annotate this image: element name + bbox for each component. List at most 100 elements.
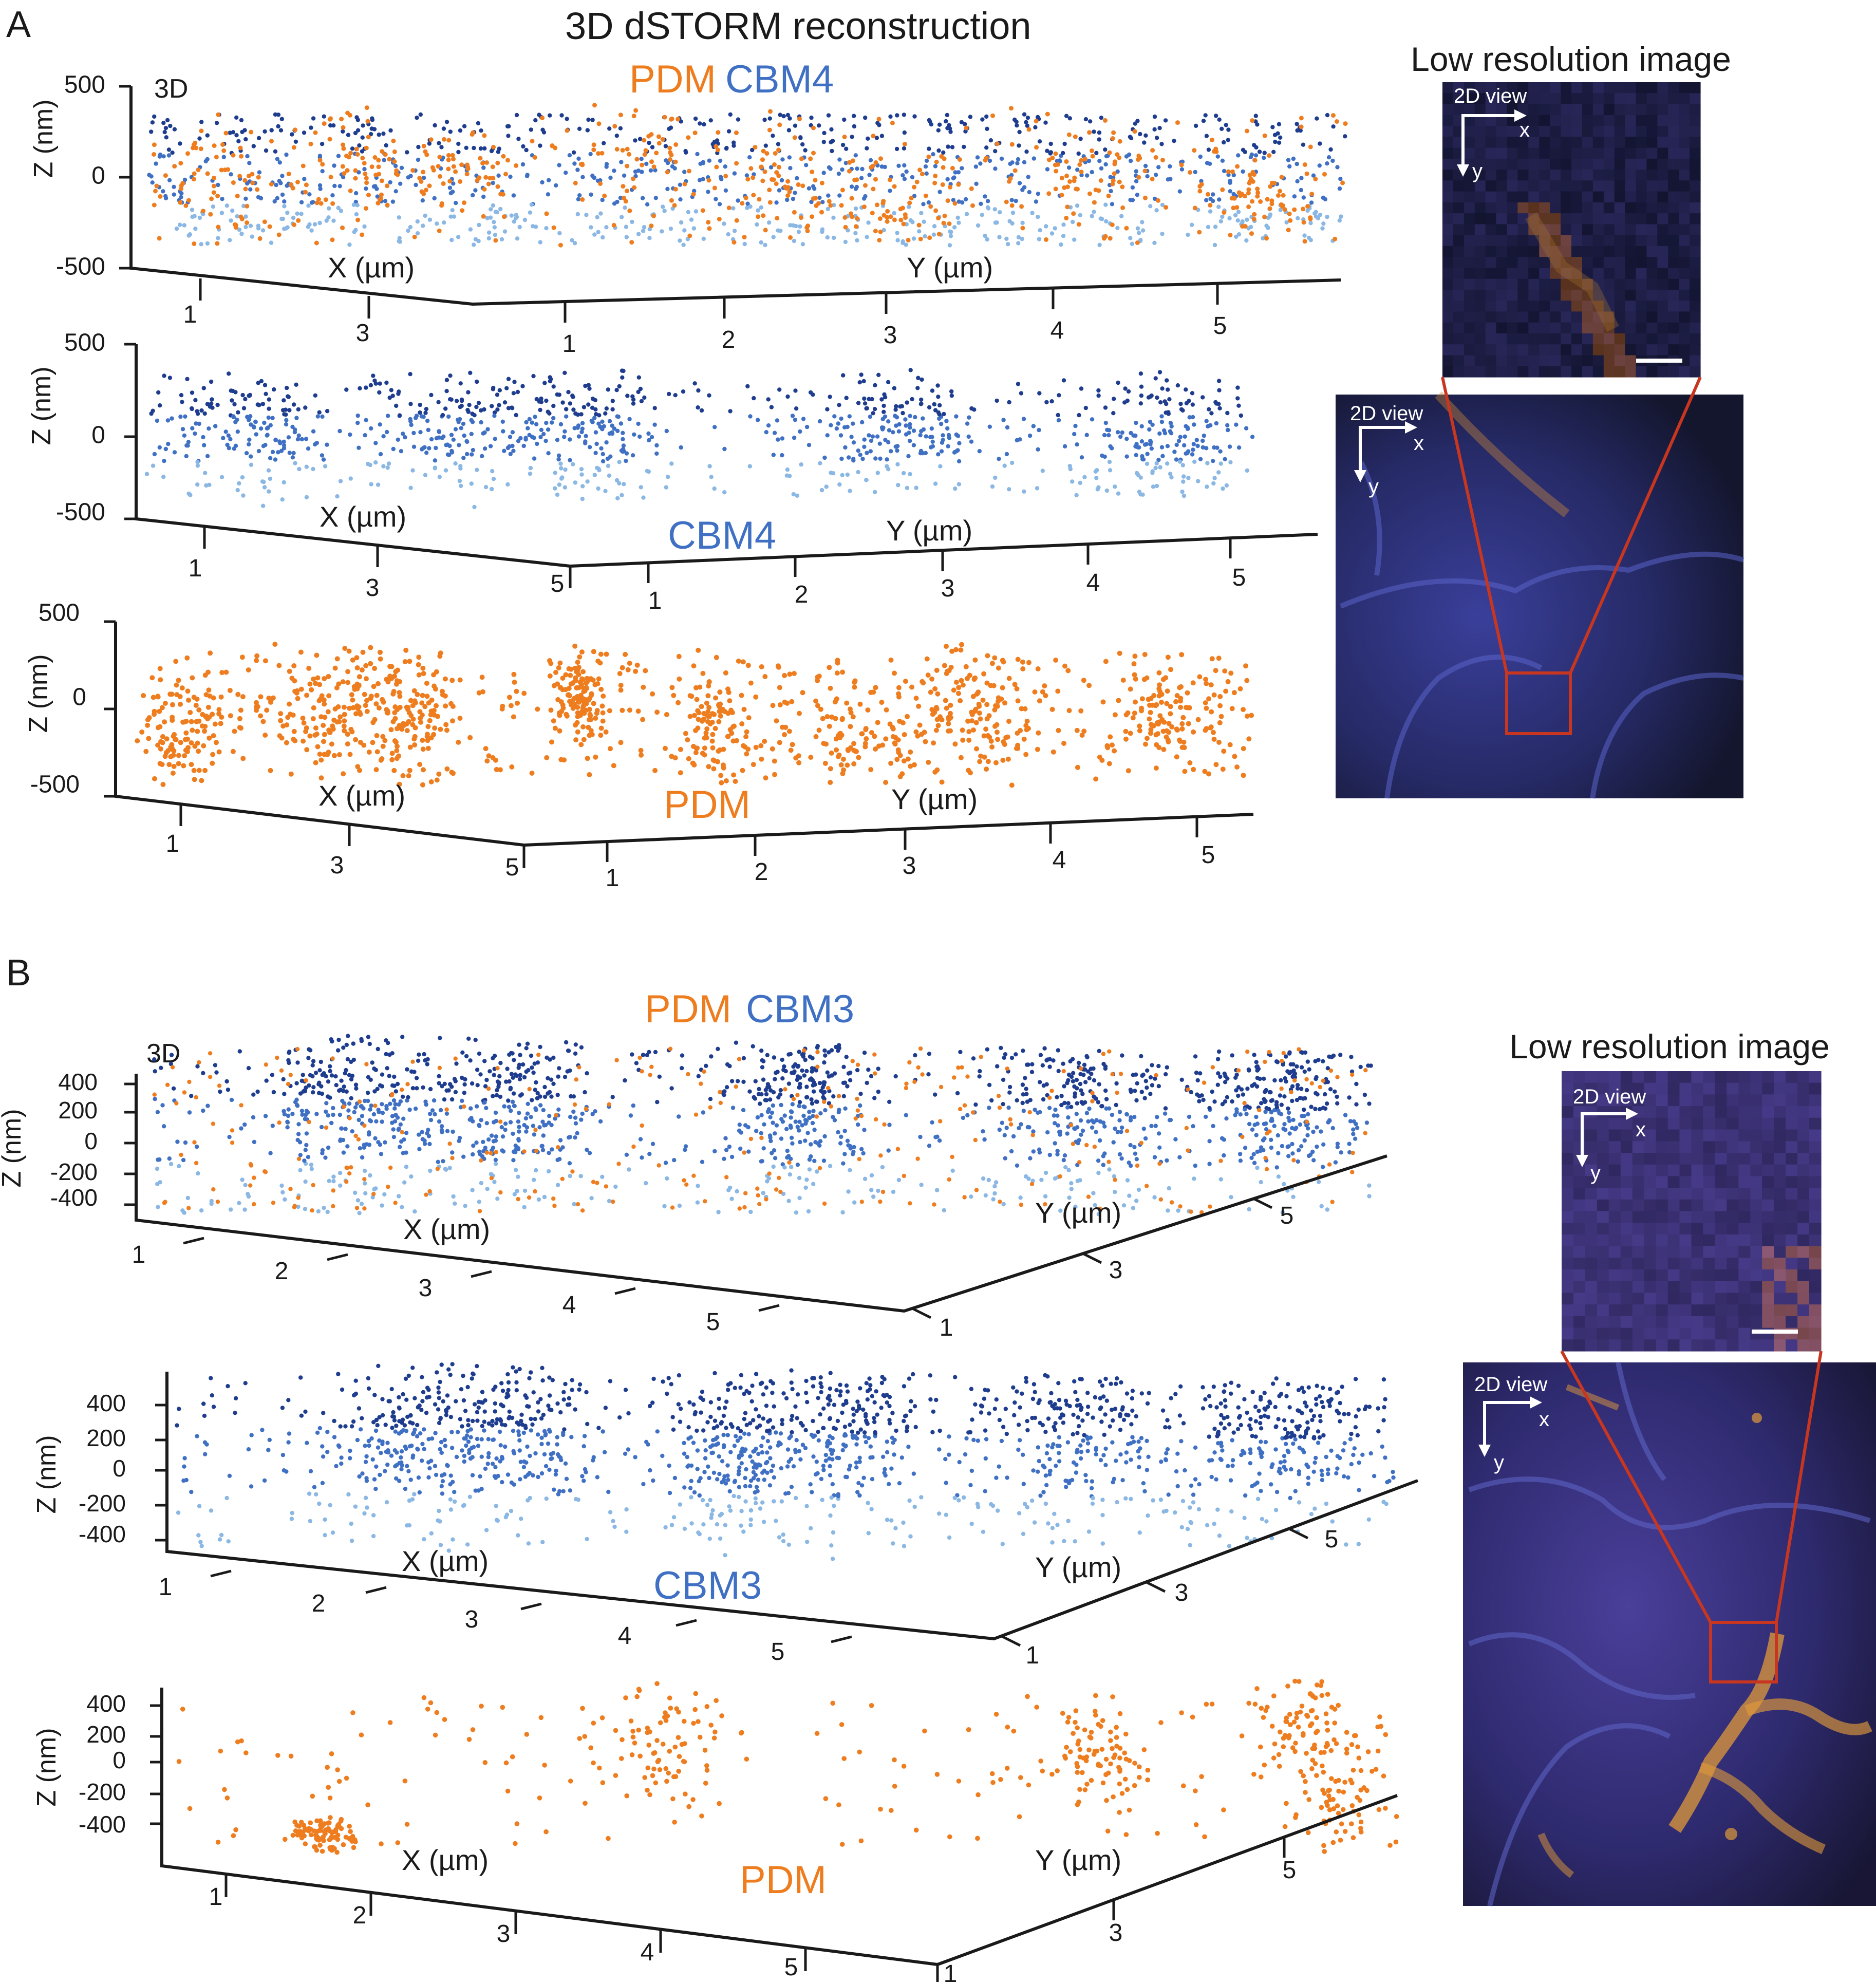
image-pixel [1442, 257, 1454, 268]
data-point [1018, 728, 1023, 733]
image-pixel [1690, 333, 1701, 345]
data-point [575, 660, 580, 665]
data-point [760, 178, 765, 183]
data-point [311, 116, 316, 121]
data-point [260, 479, 265, 484]
data-point [834, 696, 839, 702]
data-point [269, 240, 274, 245]
data-point [280, 192, 285, 197]
data-point [339, 209, 344, 213]
data-point [507, 695, 512, 700]
data-point [1020, 226, 1025, 231]
image-pixel [1485, 147, 1497, 159]
data-point [845, 424, 850, 429]
data-point [317, 158, 323, 163]
data-point [859, 372, 864, 377]
data-point [1016, 235, 1021, 239]
data-point [397, 236, 402, 240]
data-point [1043, 693, 1048, 699]
data-point [371, 373, 376, 378]
data-point [1216, 204, 1221, 209]
data-point [282, 480, 286, 485]
data-point [511, 391, 516, 396]
data-point [828, 766, 833, 772]
image-pixel [1539, 355, 1550, 367]
image-pixel [1453, 191, 1465, 203]
data-point [486, 181, 491, 186]
data-point [1277, 122, 1282, 126]
data-point [636, 389, 641, 395]
data-point [1117, 139, 1122, 144]
data-point [992, 207, 998, 212]
data-point [495, 407, 500, 412]
data-point [717, 217, 722, 221]
data-point [678, 182, 683, 187]
data-point [403, 435, 407, 440]
data-point [776, 142, 781, 146]
data-point [856, 755, 861, 760]
data-point [444, 766, 450, 772]
data-point [1213, 762, 1219, 768]
data-point [220, 142, 225, 147]
data-point [184, 443, 189, 448]
image-pixel [1496, 147, 1508, 159]
image-pixel [1528, 289, 1540, 301]
image-pixel [1496, 322, 1508, 334]
data-point [1024, 718, 1030, 724]
data-point [621, 437, 625, 442]
image-pixel [1539, 170, 1550, 181]
data-point [587, 445, 592, 450]
data-point [529, 127, 534, 132]
data-point [1154, 702, 1159, 707]
data-point [459, 397, 464, 402]
data-point [185, 736, 190, 742]
data-point [604, 162, 609, 166]
data-point [1216, 470, 1221, 475]
image-pixel [1464, 137, 1475, 148]
image-pixel [1646, 137, 1658, 148]
data-point [327, 117, 332, 122]
data-point [797, 1050, 801, 1054]
data-point [457, 716, 463, 721]
data-point [1216, 379, 1222, 383]
data-point [740, 201, 745, 206]
image-pixel [1474, 355, 1486, 367]
data-point [566, 390, 571, 395]
data-point [444, 727, 449, 733]
image-pixel [1690, 126, 1701, 137]
data-point [1120, 205, 1125, 210]
data-point [167, 376, 173, 380]
image-pixel [1668, 224, 1679, 236]
data-point [369, 482, 373, 487]
data-point [518, 1073, 523, 1077]
data-point [535, 706, 540, 712]
data-point [1181, 493, 1187, 498]
data-point [885, 457, 889, 462]
data-point [230, 398, 234, 403]
image-pixel [1614, 191, 1626, 203]
data-point [718, 701, 723, 707]
image-pixel [1582, 82, 1593, 93]
z-tick-label: -500 [56, 499, 105, 526]
data-point [508, 452, 513, 456]
data-point [764, 151, 770, 156]
data-point [476, 121, 481, 126]
data-point [443, 676, 448, 682]
data-point [1044, 237, 1048, 242]
data-point [1220, 158, 1225, 163]
data-point [429, 392, 434, 398]
data-point [318, 757, 324, 763]
image-pixel [1582, 366, 1593, 378]
image-pixel [1561, 366, 1572, 378]
data-point [178, 414, 183, 419]
data-point [419, 700, 425, 706]
plot-a2-caption: CBM4 [668, 514, 776, 557]
data-point [785, 179, 791, 184]
data-point [1226, 138, 1230, 142]
data-point [248, 187, 253, 192]
data-point [294, 416, 299, 420]
data-point [488, 444, 493, 448]
data-point [551, 403, 556, 408]
image-pixel [1603, 158, 1615, 170]
data-point [286, 1113, 291, 1118]
